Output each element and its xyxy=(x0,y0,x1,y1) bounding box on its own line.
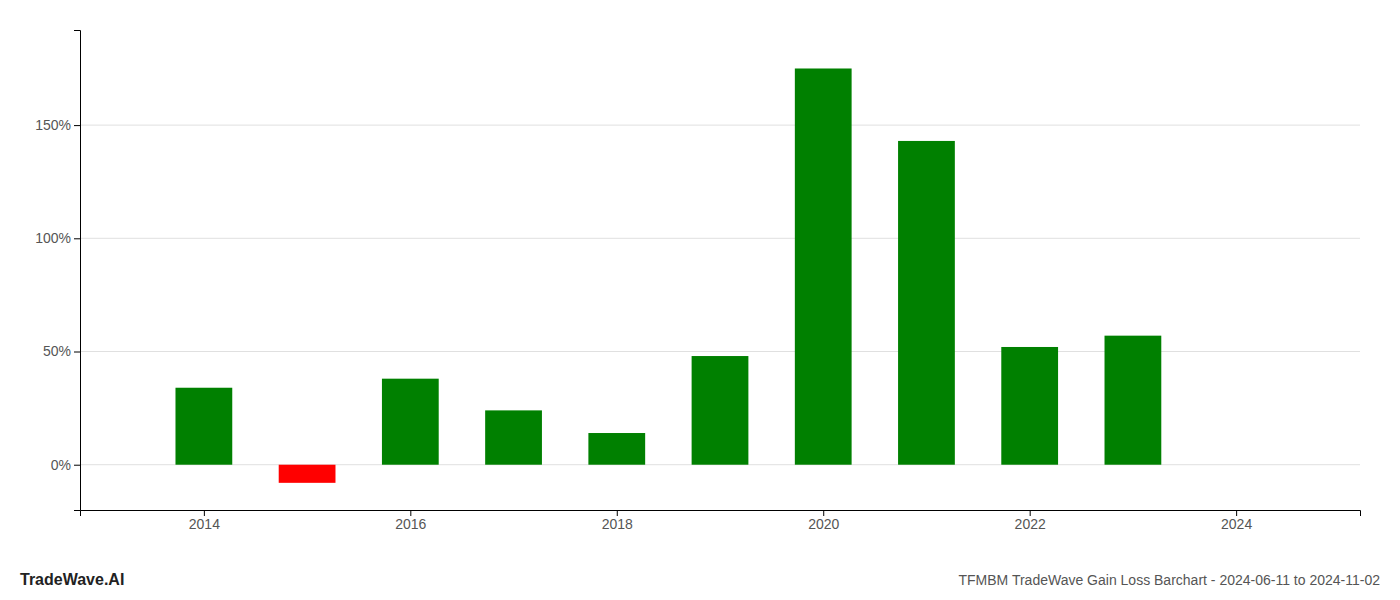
x-tick-label: 2022 xyxy=(1015,516,1046,532)
bar xyxy=(795,68,852,464)
x-tick: 2014 xyxy=(189,510,220,532)
y-tick-mark xyxy=(74,238,80,239)
chart-container: 2014 2016 2018 2020 2022 2024 0% 50% 100% 150% Tra… xyxy=(0,0,1400,600)
y-tick-label: 0% xyxy=(51,457,71,473)
x-tick-label: 2020 xyxy=(808,516,839,532)
plot-area xyxy=(175,68,1161,482)
bar xyxy=(485,410,542,464)
x-tick: 2016 xyxy=(395,510,426,532)
x-tick: 2024 xyxy=(1221,510,1252,532)
y-axis: 0% 50% 100% 150% xyxy=(35,31,80,511)
y-tick-label: 100% xyxy=(35,230,71,246)
y-tick-mark xyxy=(74,352,80,353)
bar xyxy=(898,141,955,465)
bar xyxy=(1001,347,1058,465)
chart-title: TFMBM TradeWave Gain Loss Barchart - 202… xyxy=(959,572,1381,588)
grid-line xyxy=(80,125,1360,126)
y-tick-mark xyxy=(74,125,80,126)
x-tick-label: 2016 xyxy=(395,516,426,532)
y-tick-label: 150% xyxy=(35,117,71,133)
chart-svg: 2014 2016 2018 2020 2022 2024 0% 50% 100% 150% Tra… xyxy=(0,0,1400,600)
grid xyxy=(80,125,1360,465)
x-tick-label: 2014 xyxy=(189,516,220,532)
bar xyxy=(175,388,232,465)
grid-line xyxy=(80,238,1360,239)
bar xyxy=(1105,336,1162,465)
bar xyxy=(588,433,645,465)
y-tick-mark xyxy=(74,465,80,466)
y-axis-line xyxy=(74,31,81,511)
y-tick: 50% xyxy=(43,343,80,359)
x-tick: 2018 xyxy=(602,510,633,532)
x-axis-line xyxy=(81,511,1361,517)
bar xyxy=(382,379,439,465)
x-tick-label: 2018 xyxy=(602,516,633,532)
x-tick: 2020 xyxy=(808,510,839,532)
x-tick-label: 2024 xyxy=(1221,516,1252,532)
y-tick: 100% xyxy=(35,230,80,246)
x-tick: 2022 xyxy=(1015,510,1046,532)
bar xyxy=(279,465,336,483)
grid-line xyxy=(80,351,1360,352)
x-axis: 2014 2016 2018 2020 2022 2024 xyxy=(81,510,1361,532)
watermark: TradeWave.AI xyxy=(20,571,124,588)
bar xyxy=(692,356,749,465)
y-tick-label: 50% xyxy=(43,343,71,359)
y-tick: 0% xyxy=(51,457,80,473)
y-tick: 150% xyxy=(35,117,80,133)
